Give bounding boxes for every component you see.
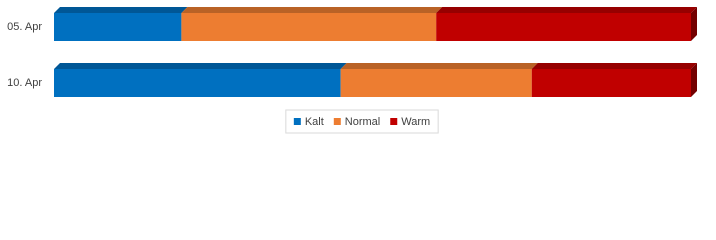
legend-swatch — [293, 118, 301, 125]
bar-top-face — [340, 63, 538, 69]
legend-swatch — [390, 118, 398, 125]
bar-side-face — [691, 7, 697, 41]
bar-top-face — [181, 7, 443, 13]
bar-segment — [54, 69, 341, 97]
bar-segment — [181, 13, 437, 41]
bar-top-face — [436, 7, 697, 13]
y-tick-label: 05. Apr — [7, 21, 42, 33]
y-tick-label: 10. Apr — [7, 77, 42, 89]
bar-top-face — [54, 7, 188, 13]
legend-swatch — [333, 118, 341, 125]
legend-label: Normal — [345, 116, 380, 128]
legend-box — [285, 109, 439, 134]
bar-segment — [340, 69, 532, 97]
bar-top-face — [54, 63, 347, 69]
legend-label: Kalt — [305, 116, 324, 128]
legend-label: Warm — [401, 116, 430, 128]
bar-segment — [54, 13, 182, 41]
bar-segment — [436, 13, 691, 41]
legend: Kalt Normal Warm — [285, 109, 439, 134]
bar-segment — [531, 69, 691, 97]
bar-side-face — [691, 63, 697, 97]
bar-top-face — [531, 63, 697, 69]
chart: 05. Apr 10. Apr Kalt Normal Warm — [7, 7, 697, 134]
